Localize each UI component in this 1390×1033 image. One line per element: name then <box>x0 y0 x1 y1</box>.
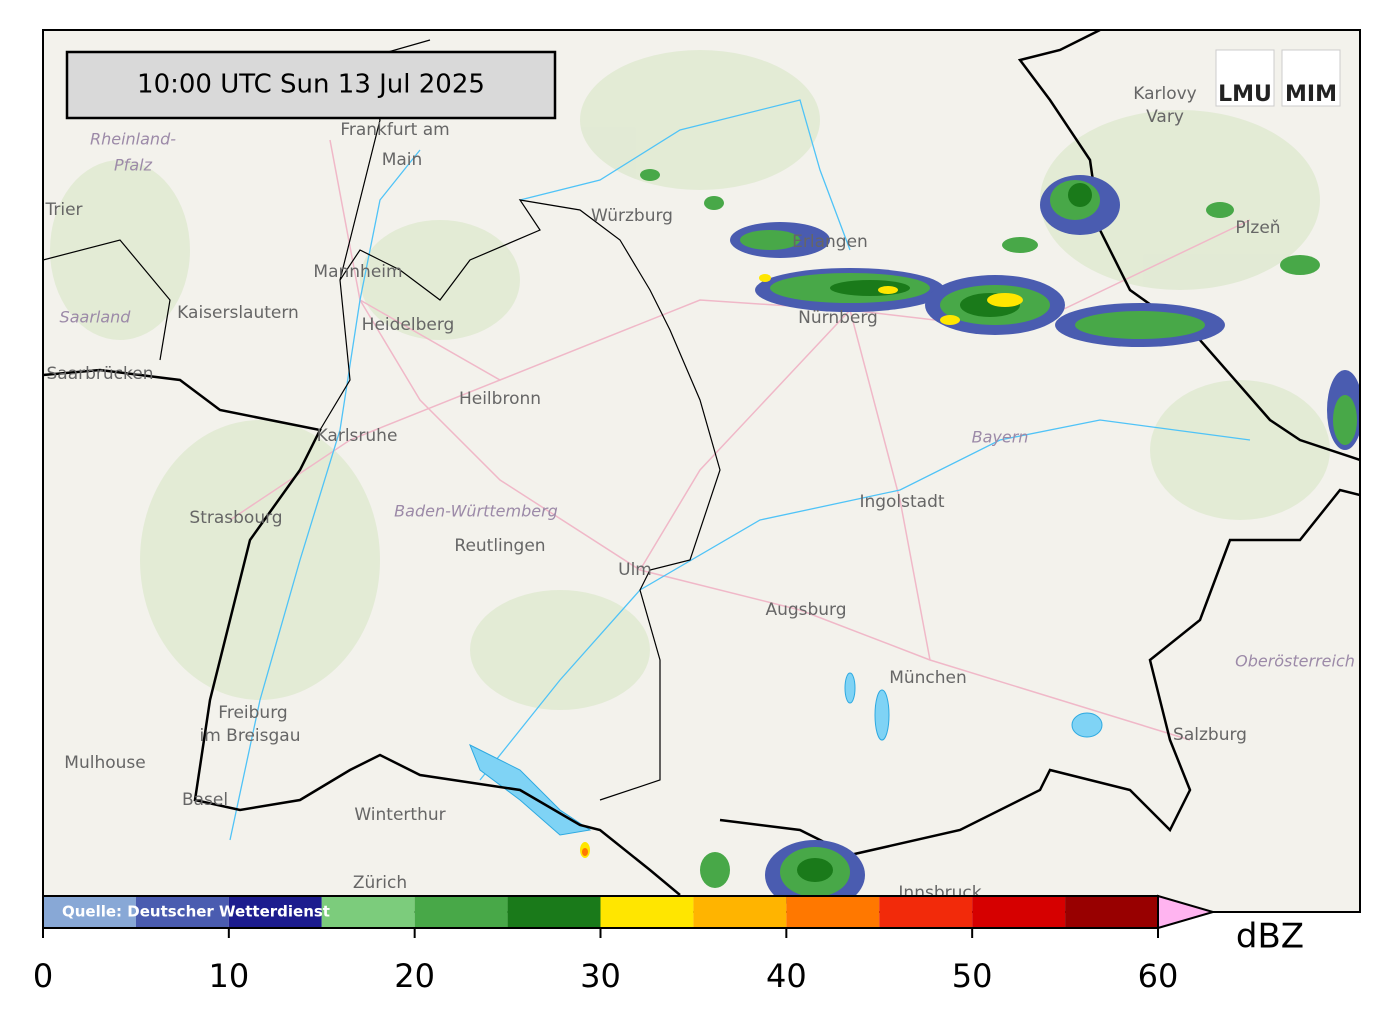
timestamp-box <box>65 50 557 120</box>
colorbar-segment <box>135 896 229 928</box>
place-label: Augsburg <box>765 600 846 620</box>
colorbar-segment <box>1065 896 1158 928</box>
place-labels: Frankfurt am Main Rheinland- Pfalz Trier Mann… <box>44 84 1354 903</box>
colorbar-segment <box>600 896 694 928</box>
logo: LMU <box>1218 82 1272 107</box>
place-label: Ulm <box>618 560 652 580</box>
colorbar-segment <box>879 896 973 928</box>
map-layer <box>43 30 1360 912</box>
place-label: Erlangen <box>792 232 868 252</box>
place-label: Saarbrücken <box>47 364 154 384</box>
place-label: Zürich <box>353 873 407 893</box>
colorbar-tick-label: 50 <box>952 957 993 995</box>
place-label: Rheinland- <box>90 130 176 149</box>
source-label: Quelle: Deutscher Wetterdienst <box>62 903 330 921</box>
place-label: Heilbronn <box>459 389 541 409</box>
place-label: München <box>889 668 967 688</box>
place-label: Karlsruhe <box>317 426 398 446</box>
place-label: Pfalz <box>114 156 153 175</box>
colorbar-segment <box>43 896 136 928</box>
place-label: Mulhouse <box>64 753 145 773</box>
place-label: Bayern <box>972 428 1029 447</box>
place-label: Mannheim <box>313 262 402 282</box>
colorbar-segment <box>321 896 415 928</box>
colorbar-tick-label: 10 <box>208 957 249 995</box>
colorbar-tick-label: 60 <box>1138 957 1179 995</box>
place-label: Freiburg <box>218 703 287 723</box>
place-label: Baden-Württemberg <box>394 502 558 521</box>
place-label: Salzburg <box>1173 725 1247 745</box>
colorbar-tick-label: 20 <box>394 957 435 995</box>
place-label: Plzeň <box>1235 218 1280 238</box>
logo: MIM <box>1285 82 1337 107</box>
colorbar: 0 10 20 30 40 50 60 <box>33 894 1217 995</box>
place-label: Vary <box>1146 107 1184 127</box>
place-label: Heidelberg <box>362 315 455 335</box>
place-label: Karlovy <box>1133 84 1197 104</box>
place-label: Frankfurt am <box>340 120 449 140</box>
place-label: Reutlingen <box>454 536 545 556</box>
place-label: Basel <box>182 790 228 810</box>
colorbar-unit: dBZ <box>1236 917 1304 957</box>
colorbar-tick-label: 0 <box>33 957 53 995</box>
place-label: Nürnberg <box>798 308 878 328</box>
colorbar-segment <box>507 896 601 928</box>
colorbar-tick-label: 30 <box>580 957 621 995</box>
radar-echoes <box>580 169 1360 910</box>
place-label: Main <box>382 150 423 170</box>
place-label: Trier <box>44 200 82 220</box>
colorbar-segment <box>972 896 1066 928</box>
colorbar-segment <box>786 896 880 928</box>
colorbar-segment <box>693 896 787 928</box>
place-label: im Breisgau <box>200 726 301 746</box>
place-label: Oberösterreich <box>1235 652 1355 671</box>
place-label: Ingolstadt <box>859 492 944 512</box>
place-label: Strasbourg <box>189 508 282 528</box>
colorbar-tick-label: 40 <box>766 957 807 995</box>
colorbar-segment <box>228 896 322 928</box>
logo-box <box>1281 49 1341 107</box>
colorbar-segment <box>414 896 508 928</box>
timestamp: 10:00 UTC Sun 13 Jul 2025 <box>137 70 485 100</box>
place-label: Winterthur <box>354 805 445 825</box>
place-label: Saarland <box>60 308 132 327</box>
place-label: Würzburg <box>591 206 673 226</box>
logo-box <box>1215 49 1275 107</box>
place-label: Kaiserslautern <box>177 303 299 323</box>
